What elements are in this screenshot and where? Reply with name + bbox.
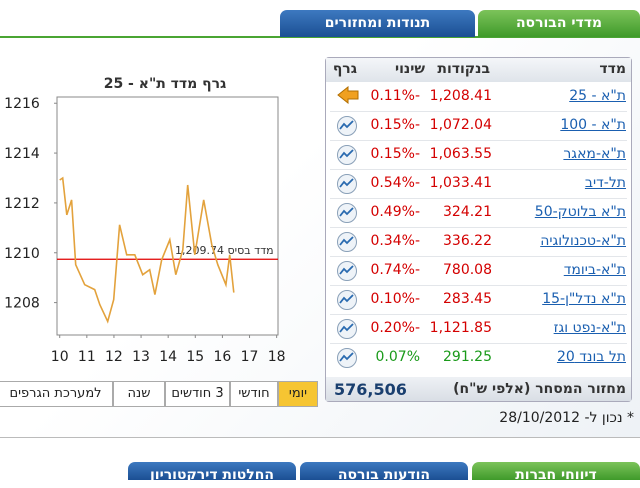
period-button[interactable]: 3 חודשים <box>165 381 230 407</box>
index-name[interactable]: ת"א - 25 <box>569 88 626 104</box>
x-tick-label: 12 <box>105 349 123 365</box>
index-change: -0.20% <box>370 320 420 336</box>
x-tick-label: 13 <box>132 349 150 365</box>
index-table <box>325 57 632 402</box>
row-divider <box>330 343 627 344</box>
index-name[interactable]: ת"א-נפט וגז <box>553 320 626 336</box>
graph-cell[interactable] <box>336 85 360 108</box>
reference-label: מדד בסיס 1,209.74 <box>175 244 274 257</box>
index-change: -0.49% <box>370 204 420 220</box>
tab[interactable]: דיווחי חברות <box>472 462 640 483</box>
graph-cell[interactable] <box>336 144 360 166</box>
graph-icon[interactable] <box>336 318 358 340</box>
index-name[interactable]: ת"א-מאגר <box>563 146 626 162</box>
index-points: 1,208.41 <box>429 88 492 104</box>
graph-cell[interactable] <box>336 231 360 253</box>
period-button[interactable]: יומי <box>278 381 318 407</box>
turnover-value: 576,506 <box>334 380 407 399</box>
index-points: 1,121.85 <box>429 320 492 336</box>
column-header: מדד <box>599 61 626 77</box>
tab[interactable]: מדדי הבורסה <box>478 10 640 37</box>
graph-cell[interactable] <box>336 173 360 195</box>
graph-cell[interactable] <box>336 318 360 340</box>
index-points: 1,072.04 <box>429 117 492 133</box>
index-change: -0.74% <box>370 262 420 278</box>
index-change: -0.34% <box>370 233 420 249</box>
row-divider <box>330 256 627 257</box>
column-header: בנקודות <box>437 61 490 77</box>
index-points: 780.08 <box>443 262 492 278</box>
index-change: -0.10% <box>370 291 420 307</box>
tab[interactable]: החלטות דירקטוריון <box>128 462 296 483</box>
graph-cell[interactable] <box>336 202 360 224</box>
graph-cell[interactable] <box>336 115 360 137</box>
period-button[interactable]: חודשי <box>230 381 278 407</box>
index-change: -0.15% <box>370 117 420 133</box>
row-divider <box>330 314 627 315</box>
x-tick-label: 11 <box>78 349 96 365</box>
price-line <box>59 176 235 324</box>
note: * נכון ל- 28/10/2012 <box>499 410 634 426</box>
index-change: -0.11% <box>370 88 420 104</box>
table-header-bg <box>326 58 631 82</box>
graph-icon[interactable] <box>336 115 358 137</box>
plot-area <box>56 96 279 336</box>
row-divider <box>330 169 627 170</box>
y-tick-label: 1216 <box>4 96 40 112</box>
x-tick-label: 18 <box>268 349 286 365</box>
row-divider <box>330 285 627 286</box>
index-points: 324.21 <box>443 204 492 220</box>
turnover-label: מחזור המסחר (אלפי ש"ח) <box>453 381 626 397</box>
index-points: 336.22 <box>443 233 492 249</box>
row-divider <box>330 140 627 141</box>
index-change: -0.15% <box>370 146 420 162</box>
index-name[interactable]: ת"א נדל"ן-15 <box>542 291 626 307</box>
graph-icon[interactable] <box>336 85 360 105</box>
index-name[interactable]: ת"א-טכנולוגיה <box>540 233 626 249</box>
graph-cell[interactable] <box>336 289 360 311</box>
graph-cell[interactable] <box>336 347 360 369</box>
index-name[interactable]: ת"א בלוטק-50 <box>534 204 626 220</box>
x-tick-label: 16 <box>213 349 231 365</box>
graph-icon[interactable] <box>336 202 358 224</box>
index-name[interactable]: תל בונד 20 <box>556 349 626 365</box>
y-tick-label: 1208 <box>4 296 40 312</box>
graph-icon[interactable] <box>336 289 358 311</box>
graph-icon[interactable] <box>336 347 358 369</box>
tab[interactable]: תנודות ומחזורים <box>280 10 475 37</box>
period-button[interactable]: שנה <box>113 381 165 407</box>
index-change: 0.07% <box>375 349 420 365</box>
index-name[interactable]: ת"א-ביומד <box>563 262 626 278</box>
index-name[interactable]: ת"א - 100 <box>560 117 626 133</box>
graph-icon[interactable] <box>336 144 358 166</box>
graph-cell[interactable] <box>336 260 360 282</box>
x-tick-label: 10 <box>51 349 69 365</box>
index-points: 1,033.41 <box>429 175 492 191</box>
x-tick-label: 17 <box>241 349 259 365</box>
tab[interactable]: הודעות בורסה <box>300 462 468 483</box>
index-points: 283.45 <box>443 291 492 307</box>
column-header: שינוי <box>394 61 425 77</box>
chart-title: גרף מדד ת"א - 25 <box>104 76 227 92</box>
graph-icon[interactable] <box>336 231 358 253</box>
table-footer-bg <box>326 377 631 401</box>
graph-icon[interactable] <box>336 173 358 195</box>
column-header: גרף <box>332 61 357 77</box>
index-points: 1,063.55 <box>429 146 492 162</box>
index-change: -0.54% <box>370 175 420 191</box>
y-tick-label: 1214 <box>4 146 40 162</box>
index-name[interactable]: תל-דיב <box>584 175 626 191</box>
row-divider <box>330 227 627 228</box>
y-tick-label: 1210 <box>4 246 40 262</box>
graph-icon[interactable] <box>336 260 358 282</box>
x-tick-label: 14 <box>159 349 177 365</box>
y-tick-label: 1212 <box>4 196 40 212</box>
row-divider <box>330 111 627 112</box>
x-tick-label: 15 <box>186 349 204 365</box>
row-divider <box>330 198 627 199</box>
period-button[interactable]: למערכת הגרפים <box>0 381 113 407</box>
index-points: 291.25 <box>443 349 492 365</box>
